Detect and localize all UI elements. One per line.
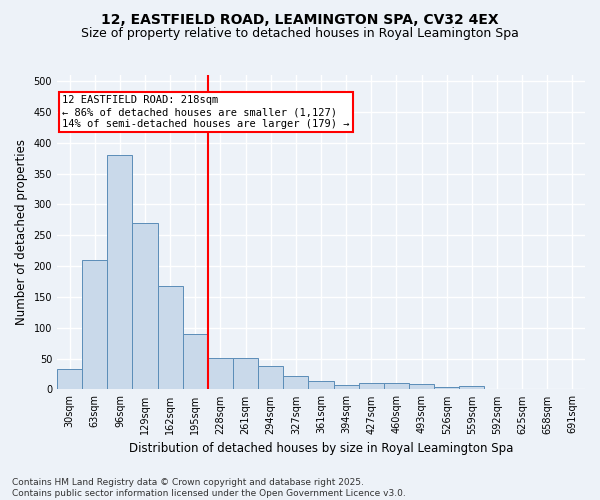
Bar — [233, 358, 258, 390]
Bar — [283, 376, 308, 390]
Bar — [133, 223, 158, 390]
Bar — [82, 260, 107, 390]
Bar — [158, 286, 183, 390]
Bar — [384, 382, 409, 390]
Text: Contains HM Land Registry data © Crown copyright and database right 2025.
Contai: Contains HM Land Registry data © Crown c… — [12, 478, 406, 498]
Bar — [57, 369, 82, 390]
Bar — [183, 334, 208, 390]
Bar — [208, 358, 233, 390]
Bar — [409, 384, 434, 390]
Y-axis label: Number of detached properties: Number of detached properties — [15, 139, 28, 325]
X-axis label: Distribution of detached houses by size in Royal Leamington Spa: Distribution of detached houses by size … — [129, 442, 513, 455]
Text: 12 EASTFIELD ROAD: 218sqm
← 86% of detached houses are smaller (1,127)
14% of se: 12 EASTFIELD ROAD: 218sqm ← 86% of detac… — [62, 96, 350, 128]
Bar — [258, 366, 283, 390]
Bar — [107, 155, 133, 390]
Bar — [459, 386, 484, 390]
Text: Size of property relative to detached houses in Royal Leamington Spa: Size of property relative to detached ho… — [81, 28, 519, 40]
Bar — [434, 387, 459, 390]
Bar — [535, 389, 560, 390]
Bar — [308, 382, 334, 390]
Bar — [359, 382, 384, 390]
Bar — [334, 385, 359, 390]
Text: 12, EASTFIELD ROAD, LEAMINGTON SPA, CV32 4EX: 12, EASTFIELD ROAD, LEAMINGTON SPA, CV32… — [101, 12, 499, 26]
